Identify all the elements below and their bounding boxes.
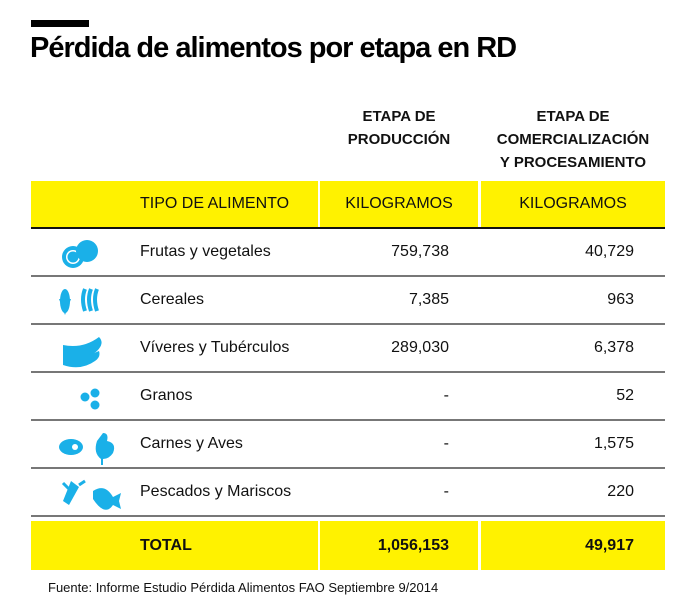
table-row: Cereales 7,385 963 (31, 277, 665, 325)
table-row: Carnes y Aves - 1,575 (31, 421, 665, 469)
kg-produccion: 289,030 (391, 339, 449, 356)
heading-line: PRODUCCIÓN (347, 131, 451, 148)
column-heading-produccion: ETAPA DE PRODUCCIÓN (320, 105, 478, 151)
heading-line: ETAPA DE (536, 108, 610, 125)
heading-line: Y PROCESAMIENTO (499, 154, 647, 171)
fruit-icon (62, 240, 98, 268)
total-produccion: 1,056,153 (377, 536, 449, 554)
table-row: Víveres y Tubérculos 289,030 6,378 (31, 325, 665, 373)
total-label: TOTAL (140, 536, 192, 554)
kg-comercializacion: 52 (616, 387, 634, 404)
total-row: TOTAL 1,056,153 49,917 (31, 521, 665, 570)
header-tipo: TIPO DE ALIMENTO (140, 195, 290, 212)
kg-comercializacion: 6,378 (593, 339, 634, 356)
column-heading-comercializacion: ETAPA DE COMERCIALIZACIÓN Y PROCESAMIENT… (481, 105, 665, 174)
table-row: Pescados y Mariscos - 220 (31, 469, 665, 517)
corn-wheat-icon (59, 288, 99, 315)
kg-comercializacion: 40,729 (585, 243, 634, 260)
table-row: Granos - 52 (31, 373, 665, 421)
header-kg-produccion: KILOGRAMOS (345, 195, 453, 212)
food-type: Carnes y Aves (140, 435, 243, 452)
page-title: Pérdida de alimentos por etapa en RD (30, 32, 517, 64)
total-comercializacion: 49,917 (585, 536, 634, 554)
kg-produccion: - (443, 483, 449, 500)
header-kg-comercializacion: KILOGRAMOS (519, 195, 627, 212)
table-row: Frutas y vegetales 759,738 40,729 (31, 229, 665, 277)
meat-chicken-icon (59, 433, 115, 465)
lobster-fish-icon (61, 479, 121, 510)
food-type: Cereales (140, 291, 205, 308)
kg-produccion: 7,385 (408, 291, 449, 308)
title-accent-bar (31, 20, 89, 27)
food-type: Granos (140, 387, 193, 404)
heading-line: COMERCIALIZACIÓN (496, 131, 650, 148)
banana-icon (63, 337, 102, 368)
kg-comercializacion: 1,575 (593, 435, 634, 452)
kg-comercializacion: 963 (607, 291, 634, 308)
food-type: Pescados y Mariscos (140, 483, 292, 500)
heading-line: ETAPA DE (362, 108, 436, 125)
table-header-row: TIPO DE ALIMENTO KILOGRAMOS KILOGRAMOS (31, 181, 665, 229)
kg-produccion: - (443, 387, 449, 404)
food-type: Víveres y Tubérculos (140, 339, 290, 356)
kg-produccion: 759,738 (391, 243, 449, 260)
kg-produccion: - (443, 435, 449, 452)
source-note: Fuente: Informe Estudio Pérdida Alimento… (48, 580, 439, 595)
food-type: Frutas y vegetales (140, 243, 271, 260)
kg-comercializacion: 220 (607, 483, 634, 500)
beans-icon (80, 388, 100, 410)
